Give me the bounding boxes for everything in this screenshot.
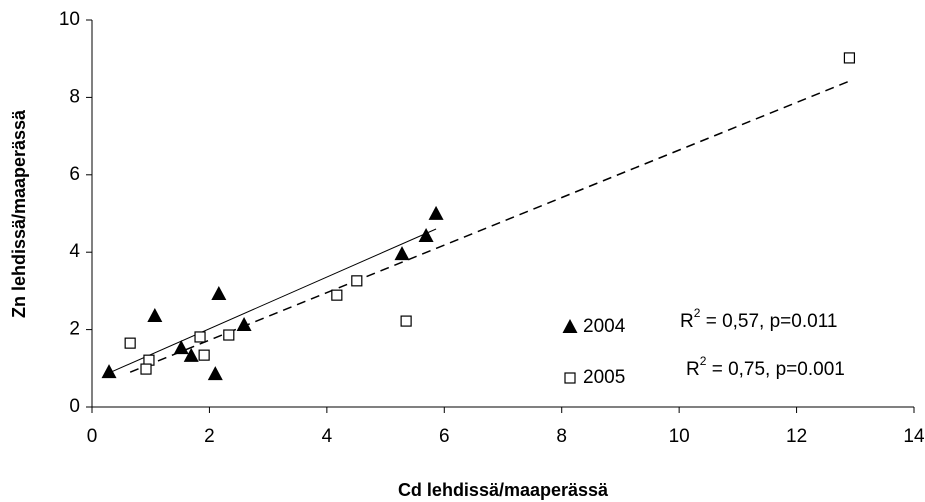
square-point xyxy=(198,349,210,361)
annotation-rest: = 0,75, p=0.001 xyxy=(706,359,844,380)
annotation: R2 = 0,57, p=0.011 xyxy=(680,306,837,332)
x-tick-label: 0 xyxy=(87,426,98,447)
x-tick-label: 4 xyxy=(322,426,333,447)
x-tick-label: 2 xyxy=(204,426,215,447)
y-tick-label: 10 xyxy=(59,9,80,30)
annotation: R2 = 0,75, p=0.001 xyxy=(686,354,845,380)
annotation-sup: 2 xyxy=(700,354,707,368)
annotation-sup: 2 xyxy=(694,306,701,320)
triangle-point xyxy=(147,308,163,323)
x-axis-title: Cd lehdissä/maaperässä xyxy=(398,480,609,500)
legend-marker xyxy=(562,319,578,333)
square-point xyxy=(194,331,206,343)
trend-line xyxy=(129,80,850,373)
annotation-base: R xyxy=(680,311,694,332)
triangle-point xyxy=(428,205,444,220)
triangle-point xyxy=(207,366,223,381)
y-axis-title: Zn lehdissä/maaperässä xyxy=(9,109,29,318)
square-point xyxy=(351,275,363,287)
legend-marker xyxy=(564,372,576,384)
square-point xyxy=(140,363,152,375)
triangle-point xyxy=(211,285,227,300)
y-tick-label: 2 xyxy=(69,319,80,340)
y-tick-label: 0 xyxy=(69,396,80,417)
triangle-point xyxy=(101,364,117,379)
x-tick-label: 6 xyxy=(439,426,450,447)
x-tick-label: 10 xyxy=(669,426,690,447)
triangle-point xyxy=(236,316,252,331)
legend-label: 2005 xyxy=(583,367,625,388)
triangle-point xyxy=(183,347,199,362)
legend-label: 2004 xyxy=(583,316,626,337)
annotation-rest: = 0,57, p=0.011 xyxy=(700,311,837,332)
y-tick-label: 4 xyxy=(69,241,80,262)
y-tick-label: 6 xyxy=(69,164,80,185)
y-tick-label: 8 xyxy=(69,86,80,107)
square-point xyxy=(331,289,343,301)
x-tick-label: 14 xyxy=(903,426,925,447)
square-point xyxy=(843,52,856,64)
triangle-point xyxy=(418,227,434,242)
square-point xyxy=(124,337,136,349)
trend-line xyxy=(108,228,437,374)
square-point xyxy=(400,315,412,327)
triangle-point xyxy=(173,340,189,355)
x-tick-label: 8 xyxy=(556,426,567,447)
triangle-point xyxy=(394,246,410,261)
x-tick-label: 12 xyxy=(786,426,807,447)
annotation-base: R xyxy=(686,359,700,380)
square-point xyxy=(223,329,235,341)
